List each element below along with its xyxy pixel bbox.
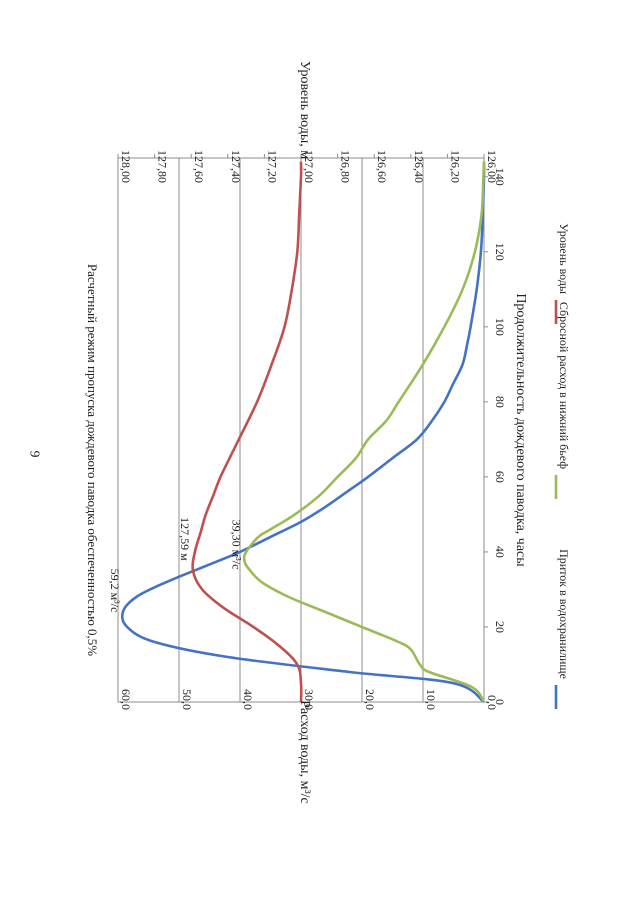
series-line-2: [242, 161, 486, 703]
y2-axis-title: Уровень воды, м: [297, 61, 312, 159]
x-axis-title: Продолжительность дождевого паводка, час…: [513, 293, 528, 567]
annotation-label: 127,59 м: [178, 517, 192, 561]
y-tick-label: 50,0: [180, 689, 194, 710]
legend-label: Уровень воды: [557, 223, 571, 294]
x-tick-label: 0: [493, 699, 507, 705]
tick-labels: 0,0 10,0 20,0 30,0 40,0 50,0 60,0 126,00 126,20 1…: [119, 150, 507, 710]
y2-tick-label: 127,20: [265, 150, 279, 183]
x-tick-label: 60: [493, 471, 507, 483]
series-lines: [120, 161, 486, 704]
y-axis-title: Расход воды, м³/с: [297, 700, 312, 804]
y-tick-label: 0,0: [485, 695, 499, 710]
x-tick-label: 100: [493, 318, 507, 336]
y-tick-label: 60,0: [119, 689, 133, 710]
y2-tick-label: 127,00: [302, 150, 316, 183]
y2-tick-label: 126,40: [412, 150, 426, 183]
y2-tick-label: 127,60: [192, 150, 206, 183]
y2-tick-label: 127,80: [156, 150, 170, 183]
y2-tick-label: 127,40: [229, 150, 243, 183]
annotation-label: 59,2 м³/с: [108, 569, 122, 613]
y-tick-label: 20,0: [363, 689, 377, 710]
y2-tick-label: 126,80: [339, 150, 353, 183]
y2-tick-label: 128,00: [119, 150, 133, 183]
legend: Приток в водохранилище Сброcной расход в …: [554, 223, 571, 709]
series-line-1: [120, 161, 486, 704]
legend-label: Приток в водохранилище: [557, 549, 571, 679]
y2-tick-label: 126,20: [448, 150, 462, 183]
grid-lines: [117, 154, 488, 703]
series-line-3: [191, 161, 303, 703]
y-tick-label: 40,0: [241, 689, 255, 710]
annotations: 59,2 м³/с 127,59 м 39,30 м³/с: [108, 517, 243, 612]
y-tick-label: 30,0: [302, 689, 316, 710]
x-tick-label: 140: [493, 168, 507, 186]
x-tick-label: 120: [493, 243, 507, 261]
chart-title: Расчетный режим пропуска дождевого павод…: [85, 264, 100, 656]
legend-label: Сброcной расход в нижний бьеф: [557, 302, 571, 469]
x-tick-label: 40: [493, 546, 507, 558]
y-tick-label: 10,0: [424, 689, 438, 710]
x-tick-label: 20: [493, 621, 507, 633]
y2-tick-label: 126,60: [375, 150, 389, 183]
y2-tick-label: 126,00: [485, 150, 499, 183]
annotation-label: 39,30 м³/с: [229, 520, 243, 570]
x-tick-label: 80: [493, 396, 507, 408]
